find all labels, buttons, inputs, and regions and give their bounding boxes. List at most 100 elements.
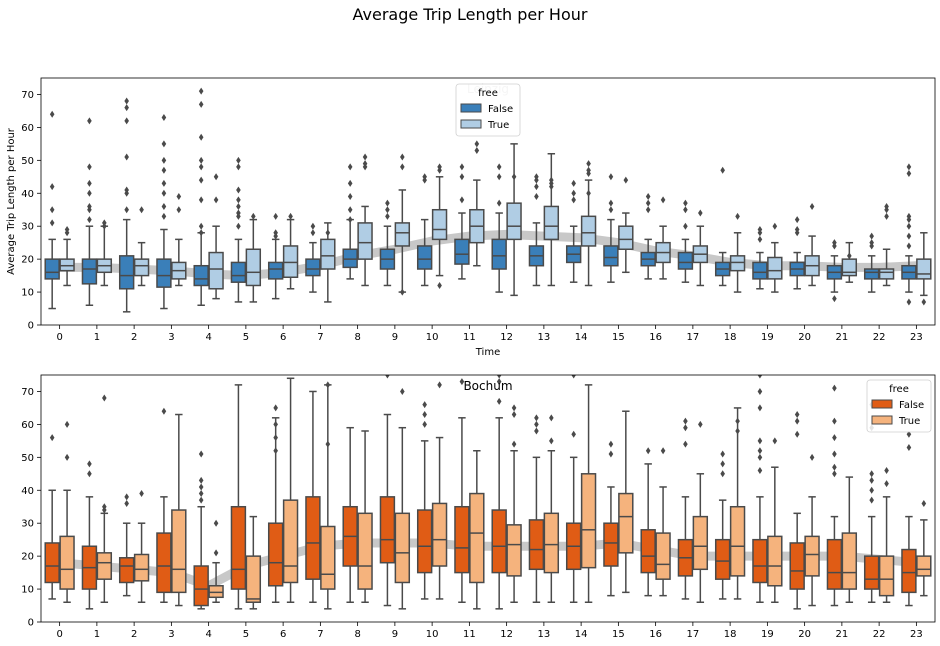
box-false-2 — [118, 97, 135, 313]
iqr-box — [267, 522, 284, 587]
box-false-8 — [342, 426, 358, 603]
outlier-point — [236, 156, 241, 164]
box-false-4 — [193, 87, 209, 306]
outlier-point — [347, 216, 353, 224]
outlier-point — [161, 166, 167, 174]
outlier-point — [459, 196, 465, 204]
outlier-point — [87, 179, 92, 187]
x-tick-label: 6 — [280, 332, 286, 343]
box-true-4 — [208, 519, 224, 603]
outlier-point — [571, 189, 576, 197]
outlier-point — [213, 519, 219, 527]
box-false-21 — [826, 384, 843, 607]
outlier-point — [757, 375, 763, 379]
outlier-point — [124, 189, 129, 197]
box-false-1 — [81, 460, 98, 610]
outlier-point — [64, 420, 70, 428]
x-tick-label: 14 — [575, 332, 588, 343]
outlier-point — [310, 229, 316, 237]
outlier-point — [906, 216, 912, 224]
outlier-point — [906, 222, 912, 230]
outlier-point — [87, 470, 92, 478]
outlier-point — [869, 242, 874, 250]
outlier-point — [49, 219, 55, 227]
legend-swatch-true — [460, 119, 482, 129]
outlier-point — [124, 206, 129, 214]
box-false-9 — [379, 375, 396, 607]
outlier-point — [161, 212, 167, 220]
outlier-point — [683, 199, 688, 207]
y-tick-label: 50 — [21, 453, 34, 464]
outlier-point — [683, 417, 688, 425]
iqr-box — [416, 509, 433, 574]
box-false-12 — [491, 375, 507, 610]
outlier-point — [757, 437, 763, 445]
outlier-point — [198, 222, 204, 230]
box-true-16 — [655, 447, 671, 597]
outlier-point — [549, 437, 554, 445]
iqr-box — [916, 555, 932, 577]
y-tick-label: 0 — [28, 618, 34, 629]
box-true-13 — [543, 414, 560, 603]
outlier-point — [511, 404, 517, 412]
outlier-point — [549, 414, 554, 422]
outlier-point — [64, 229, 70, 237]
box-false-3 — [156, 407, 172, 603]
outlier-point — [198, 100, 204, 108]
box-true-13 — [543, 152, 560, 287]
outlier-point — [176, 206, 182, 214]
outlier-point — [422, 420, 427, 428]
x-tick-label: 10 — [426, 629, 439, 640]
box-true-17 — [692, 209, 709, 287]
x-tick-label: 17 — [687, 332, 700, 343]
outlier-point — [794, 411, 800, 419]
iqr-box — [692, 515, 709, 571]
outlier-point — [511, 440, 517, 448]
x-tick-label: 1 — [94, 629, 100, 640]
iqr-box — [878, 555, 895, 597]
outlier-point — [511, 173, 517, 181]
outlier-point — [735, 417, 740, 425]
outlier-point — [534, 427, 539, 435]
box-true-1 — [96, 394, 113, 603]
iqr-box — [96, 552, 113, 580]
box-true-10 — [431, 381, 448, 600]
outlier-point — [534, 183, 539, 191]
outlier-point — [571, 179, 576, 187]
box-false-11 — [454, 163, 470, 280]
box-true-14 — [580, 160, 597, 287]
box-true-15 — [618, 410, 634, 594]
outlier-point — [534, 420, 539, 428]
outlier-point — [720, 166, 725, 174]
x-tick-label: 20 — [798, 629, 811, 640]
outlier-point — [906, 163, 912, 171]
box-true-17 — [692, 420, 709, 603]
y-tick-label: 40 — [21, 189, 34, 200]
y-tick-label: 30 — [21, 519, 34, 530]
outlier-point — [198, 156, 204, 164]
outlier-point — [921, 298, 927, 306]
iqr-box — [580, 473, 597, 569]
iqr-box — [44, 258, 60, 280]
iqr-box — [640, 529, 656, 574]
iqr-box — [729, 505, 746, 577]
box-false-13 — [528, 173, 545, 287]
trend-band — [55, 229, 921, 281]
iqr-box — [789, 542, 805, 590]
box-true-18 — [729, 212, 746, 293]
x-tick-label: 14 — [575, 629, 588, 640]
box-true-15 — [618, 176, 634, 274]
iqr-box — [193, 565, 209, 607]
iqr-box — [208, 251, 224, 290]
x-tick-label: 11 — [463, 332, 476, 343]
outlier-point — [139, 206, 144, 214]
box-false-4 — [193, 450, 209, 610]
x-tick-label: 0 — [56, 332, 62, 343]
outlier-point — [87, 460, 92, 468]
outlier-point — [437, 381, 442, 389]
iqr-box — [133, 258, 150, 277]
outlier-point — [64, 453, 70, 461]
box-true-10 — [431, 163, 448, 289]
box-false-22 — [863, 401, 880, 603]
